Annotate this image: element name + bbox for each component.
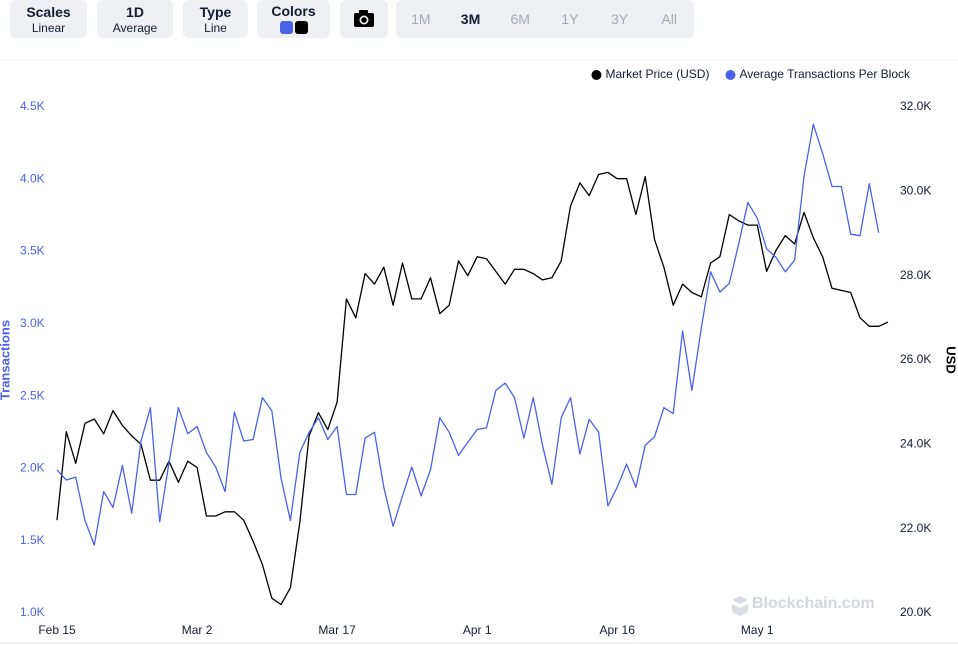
- color-swatch: [294, 21, 308, 34]
- y2-tick-label: 20.0K: [900, 605, 931, 619]
- range-option[interactable]: 1M: [411, 11, 431, 27]
- range-selector: 1M 3M 6M 1Y 3Y All: [396, 0, 694, 38]
- x-tick-label: Apr 16: [600, 623, 636, 637]
- legend-label: Market Price (USD): [605, 67, 709, 81]
- button-value: Line: [204, 21, 227, 35]
- y2-tick-label: 22.0K: [900, 521, 931, 535]
- series-line: [56, 123, 880, 546]
- colors-button[interactable]: Colors: [257, 0, 330, 38]
- range-option[interactable]: 6M: [510, 11, 530, 27]
- range-option[interactable]: All: [661, 11, 677, 27]
- watermark-text: Blockchain.com: [752, 595, 875, 612]
- camera-button[interactable]: [340, 0, 388, 38]
- type-button[interactable]: Type Line: [183, 0, 248, 38]
- button-value: Average: [112, 21, 158, 35]
- button-value: Linear: [31, 21, 66, 35]
- y2-axis-label: USD: [944, 346, 958, 373]
- y2-tick-label: 30.0K: [900, 184, 931, 198]
- button-label: Colors: [271, 3, 316, 19]
- color-swatch: [279, 21, 293, 34]
- x-tick-label: Feb 15: [38, 623, 76, 637]
- scales-button[interactable]: Scales Linear: [10, 0, 87, 38]
- color-swatches: [257, 19, 330, 39]
- legend-marker: [725, 70, 736, 80]
- y-axis-label: Transactions: [0, 320, 12, 400]
- legend: Average Transactions Per Block Market Pri…: [591, 67, 911, 81]
- x-tick-label: Mar 2: [182, 623, 213, 637]
- y-tick-label: 3.0K: [20, 316, 45, 330]
- y2-tick-label: 26.0K: [900, 352, 931, 366]
- range-option[interactable]: 3Y: [610, 11, 629, 27]
- button-label: 1D: [126, 4, 144, 20]
- camera-icon: [354, 10, 374, 27]
- y-tick-label: 4.0K: [20, 171, 45, 185]
- y-tick-label: 1.5K: [20, 533, 45, 547]
- legend-marker: [591, 70, 602, 80]
- y-tick-label: 1.0K: [20, 605, 45, 619]
- y-tick-label: 2.5K: [20, 388, 45, 402]
- y-tick-label: 4.5K: [20, 99, 45, 113]
- x-tick-label: Mar 17: [318, 623, 356, 637]
- range-option[interactable]: 3M: [460, 11, 481, 27]
- y2-tick-label: 24.0K: [900, 437, 931, 451]
- button-label: Type: [199, 4, 232, 20]
- button-label: Scales: [26, 4, 71, 20]
- range-option[interactable]: 1Y: [561, 11, 579, 27]
- watermark: Blockchain.com: [732, 595, 875, 616]
- y2-tick-label: 32.0K: [900, 99, 931, 113]
- x-tick-label: Apr 1: [463, 623, 492, 637]
- y-tick-label: 2.0K: [20, 461, 45, 475]
- x-tick-label: May 1: [741, 623, 774, 637]
- legend-label: Average Transactions Per Block: [739, 67, 911, 81]
- average-button[interactable]: 1D Average: [97, 0, 173, 38]
- y-tick-label: 3.5K: [20, 244, 45, 258]
- series-line: [56, 171, 889, 606]
- y2-tick-label: 28.0K: [900, 268, 931, 282]
